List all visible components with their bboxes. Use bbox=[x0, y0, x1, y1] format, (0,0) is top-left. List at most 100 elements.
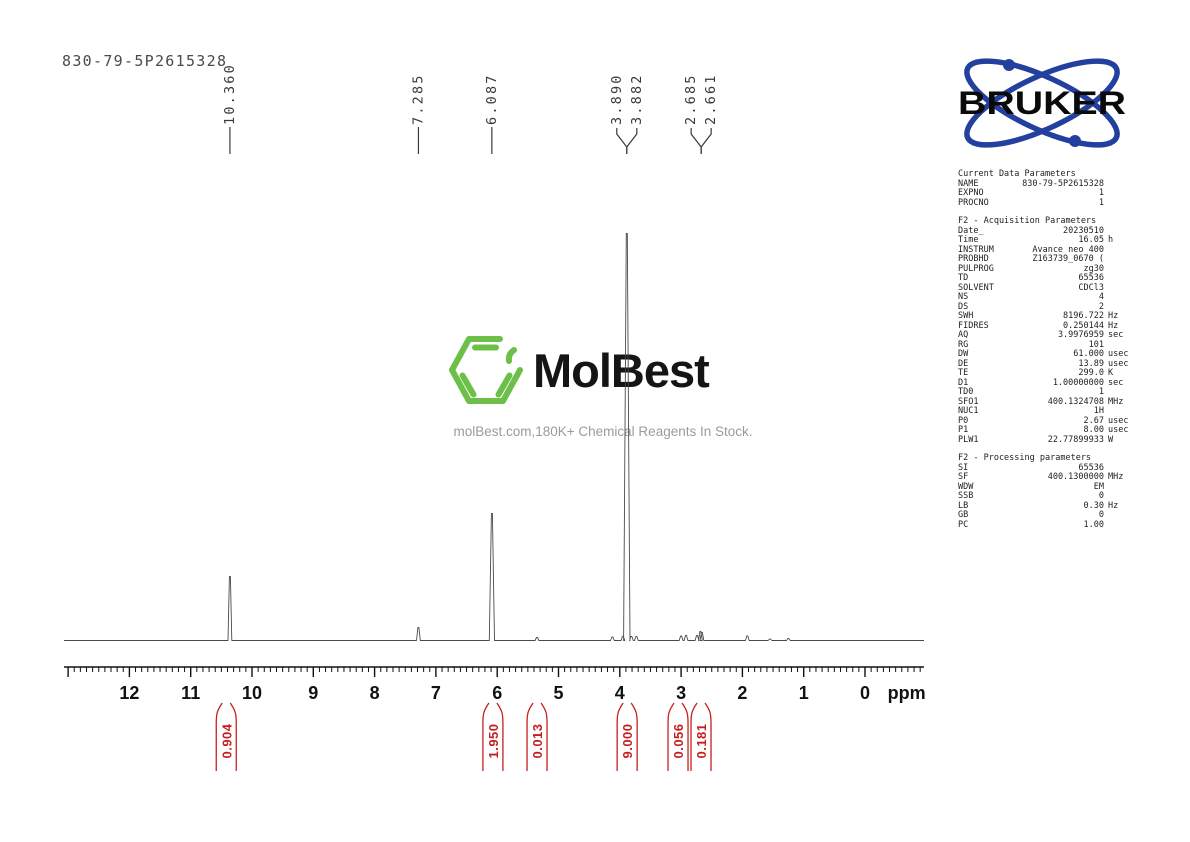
param-value: 20230510 bbox=[1063, 225, 1104, 236]
param-key: INSTRUM bbox=[958, 244, 994, 255]
param-unit: usec bbox=[1108, 425, 1129, 435]
peak-label-connector bbox=[626, 128, 638, 154]
param-unit bbox=[1104, 255, 1136, 265]
integral-bracket-right bbox=[681, 702, 689, 771]
param-key: NAME bbox=[958, 178, 979, 189]
x-axis-tick-label: 2 bbox=[737, 683, 747, 703]
param-row: DE 13.89 usec bbox=[958, 358, 1136, 370]
param-value: 0 bbox=[1098, 510, 1104, 520]
param-row: P0 2.67 usec bbox=[958, 416, 1136, 427]
x-axis-tick-label: 3 bbox=[676, 683, 686, 703]
peak-label-connector bbox=[690, 128, 702, 154]
x-axis-tick-label: 6 bbox=[492, 683, 502, 703]
param-row: GB 0 bbox=[958, 510, 1136, 521]
param-value: Z163739_0670 ( bbox=[1032, 254, 1104, 264]
peak-label: 10.360 bbox=[222, 63, 238, 125]
param-row: FIDRES 0.250144 Hz bbox=[958, 320, 1136, 332]
param-key: TD0 bbox=[958, 387, 974, 397]
param-unit: MHz bbox=[1108, 472, 1124, 482]
param-unit: h bbox=[1108, 235, 1114, 245]
param-unit bbox=[1104, 284, 1136, 294]
integral-bracket-left bbox=[690, 702, 698, 771]
molbest-logo-row: MolBest bbox=[448, 330, 758, 410]
params-section: F2 - Acquisition Parameters Date_ 20230510… bbox=[958, 216, 1136, 445]
param-value: 0.250144 bbox=[1063, 320, 1104, 331]
param-row: SWH 8196.722 Hz bbox=[958, 311, 1136, 322]
param-key: P1 bbox=[958, 425, 969, 435]
param-row: TD 65536 bbox=[958, 273, 1136, 284]
param-unit: Hz bbox=[1108, 500, 1119, 511]
param-key: SI bbox=[958, 462, 969, 473]
param-value: 1.00000000 bbox=[1052, 377, 1104, 388]
param-value: 4 bbox=[1098, 292, 1104, 302]
param-value: 1 bbox=[1098, 188, 1104, 198]
param-row: NUC1 1H bbox=[958, 406, 1136, 417]
param-row: INSTRUM Avance neo 400 bbox=[958, 244, 1136, 256]
param-value: 8196.722 bbox=[1063, 311, 1104, 321]
param-row: SI 65536 bbox=[958, 462, 1136, 474]
param-key: PC bbox=[958, 519, 969, 530]
param-unit bbox=[1104, 511, 1136, 521]
peak-label: 2.661 bbox=[703, 73, 719, 125]
param-row: NS 4 bbox=[958, 292, 1136, 303]
integral-value: 0.056 bbox=[671, 723, 686, 758]
integral-value: 0.904 bbox=[219, 723, 234, 758]
param-value: 0 bbox=[1098, 491, 1104, 501]
param-key: PULPROG bbox=[958, 263, 994, 274]
param-row: RG 101 bbox=[958, 340, 1136, 351]
param-row: PC 1.00 bbox=[958, 519, 1136, 531]
integral-bracket-left bbox=[482, 702, 490, 771]
param-key: PROCNO bbox=[958, 197, 989, 208]
param-unit bbox=[1104, 521, 1136, 531]
param-key: Date_ bbox=[958, 225, 984, 236]
param-value: 16.05 bbox=[1078, 235, 1104, 245]
integral-value: 0.181 bbox=[694, 723, 709, 758]
param-row: WDW EM bbox=[958, 481, 1136, 493]
molbest-watermark: MolBest molBest.com,180K+ Chemical Reage… bbox=[448, 330, 758, 439]
integral-bracket-left bbox=[667, 702, 675, 771]
integral-bracket-right bbox=[496, 702, 504, 771]
molbest-wordmark: MolBest bbox=[533, 343, 710, 397]
param-key: WDW bbox=[958, 481, 974, 492]
param-unit bbox=[1104, 180, 1136, 190]
integral-bracket-right bbox=[540, 702, 548, 771]
param-row: LB 0.30 Hz bbox=[958, 500, 1136, 512]
param-key: AQ bbox=[958, 330, 969, 340]
x-axis-tick-label: 12 bbox=[119, 683, 139, 703]
peak-label: 7.285 bbox=[410, 73, 426, 125]
integral-value: 0.013 bbox=[530, 723, 545, 758]
param-row: SFO1 400.1324708 MHz bbox=[958, 396, 1136, 408]
param-value: Avance neo 400 bbox=[1032, 244, 1104, 255]
param-value: 65536 bbox=[1078, 273, 1104, 283]
param-key: PROBHD bbox=[958, 254, 989, 264]
param-value: CDCl3 bbox=[1078, 282, 1104, 293]
param-key: SFO1 bbox=[958, 396, 979, 407]
param-key: TD bbox=[958, 273, 969, 283]
param-key: PLW1 bbox=[958, 434, 979, 445]
param-key: NUC1 bbox=[958, 406, 979, 416]
bruker-orbit-dot-bottom bbox=[1069, 135, 1081, 147]
param-row: TD0 1 bbox=[958, 387, 1136, 398]
peak-label: 6.087 bbox=[484, 73, 500, 125]
x-axis-unit-label: ppm bbox=[888, 683, 926, 703]
param-value: 3.9976959 bbox=[1057, 330, 1104, 340]
param-unit: K bbox=[1108, 368, 1114, 378]
param-value: 299.0 bbox=[1078, 368, 1104, 378]
param-value: 1H bbox=[1093, 406, 1104, 416]
bruker-orbits bbox=[964, 58, 1120, 148]
peak-label: 3.890 bbox=[609, 73, 625, 125]
params-section-header: F2 - Processing parameters bbox=[958, 453, 1092, 463]
param-key: NS bbox=[958, 292, 969, 302]
param-unit: MHz bbox=[1108, 396, 1124, 407]
param-value: EM bbox=[1093, 481, 1104, 492]
param-row: D1 1.00000000 sec bbox=[958, 377, 1136, 389]
peak-label-connector bbox=[700, 128, 712, 154]
param-unit: usec bbox=[1108, 349, 1129, 359]
param-row: TE 299.0 K bbox=[958, 368, 1136, 379]
parameters-panel: Current Data Parameters NAME 830-79-5P2615… bbox=[958, 169, 1136, 531]
param-key: DS bbox=[958, 301, 969, 312]
param-key: SWH bbox=[958, 311, 974, 321]
molbest-hexagon-icon bbox=[449, 336, 523, 404]
param-unit: Hz bbox=[1108, 311, 1119, 321]
param-value: 13.89 bbox=[1078, 358, 1104, 369]
